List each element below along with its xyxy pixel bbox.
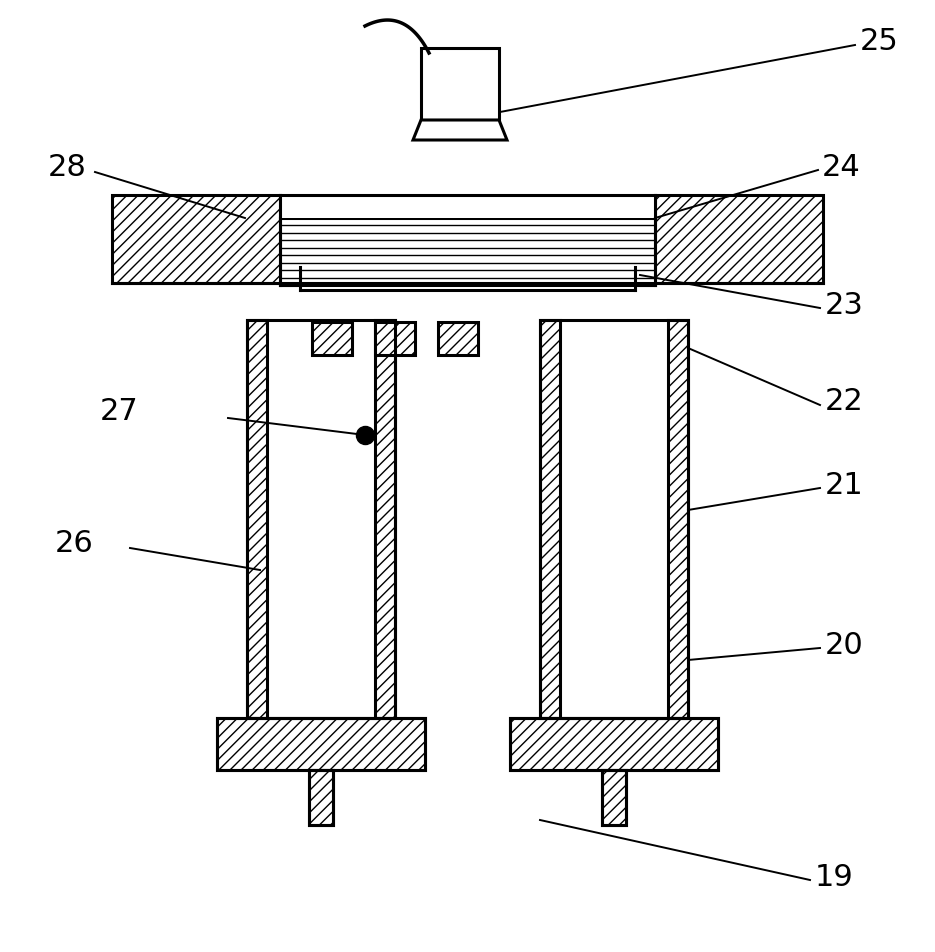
Text: 25: 25 [860,28,899,56]
Bar [375,322,415,355]
Bar [668,320,688,718]
Text: 22: 22 [825,387,864,417]
Bar [217,718,425,770]
Bar [655,195,823,283]
Text: 28: 28 [48,153,87,183]
Text: 27: 27 [100,398,138,426]
Text: 21: 21 [825,470,864,500]
Text: 20: 20 [825,630,864,660]
Polygon shape [280,195,655,218]
Text: 19: 19 [815,863,854,893]
Text: 26: 26 [55,529,94,559]
Bar [375,320,395,718]
Bar [510,718,718,770]
Bar [421,48,499,120]
Bar [309,770,333,825]
Bar [438,322,478,355]
Bar [247,320,395,718]
Bar [112,195,280,283]
Bar [312,322,352,355]
Bar [247,320,267,718]
Text: 24: 24 [822,152,861,182]
Bar [280,218,655,285]
Bar [602,770,626,825]
Bar [540,320,560,718]
Bar [510,718,718,770]
Text: 23: 23 [825,290,864,320]
Polygon shape [413,120,507,140]
Bar [309,770,333,825]
Bar [540,320,688,718]
Bar [602,770,626,825]
Bar [217,718,425,770]
